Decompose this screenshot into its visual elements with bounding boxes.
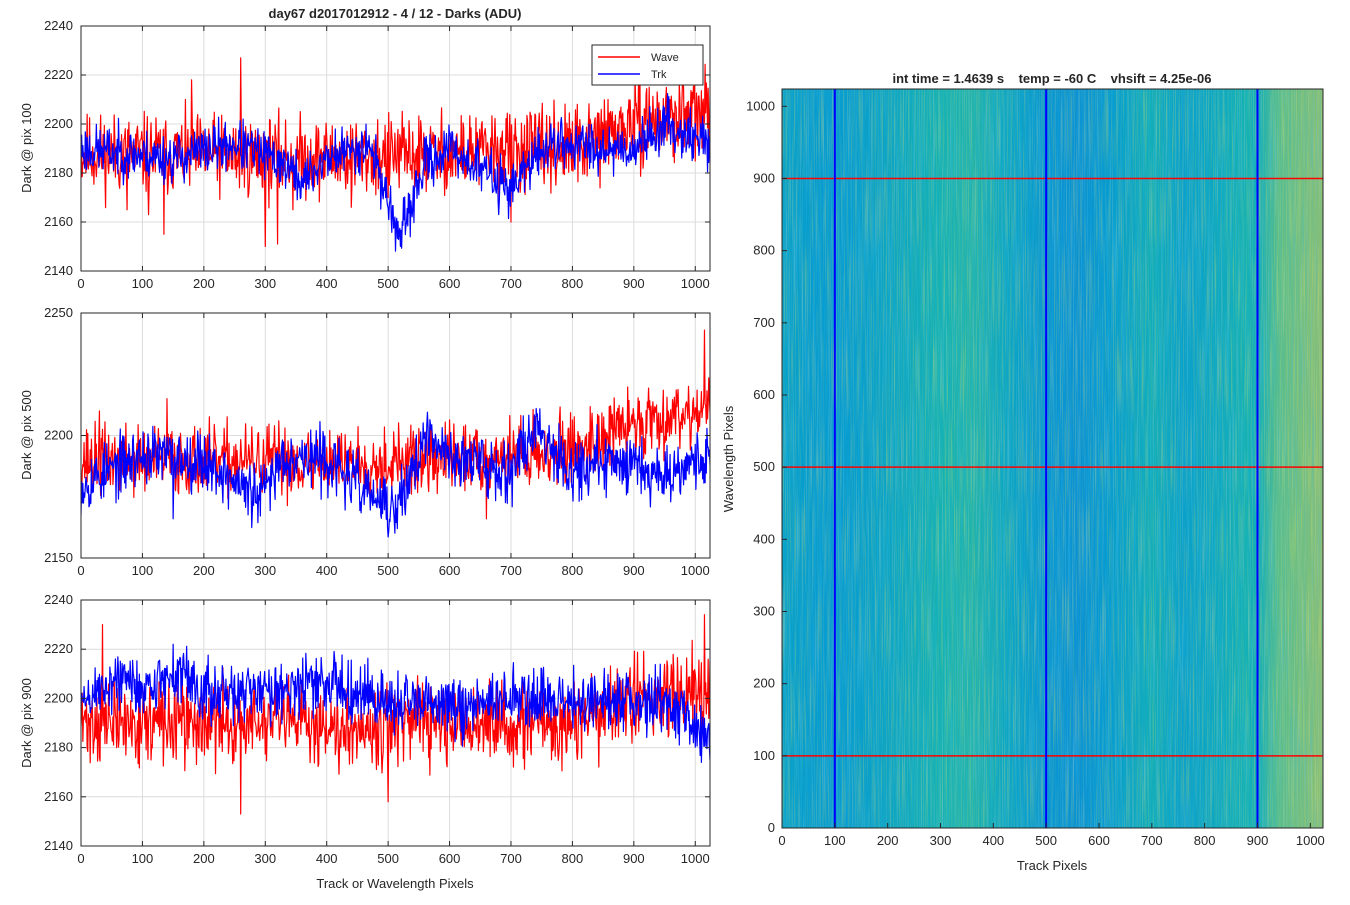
x-tick-label: 1000 bbox=[681, 276, 710, 291]
x-tick-label: 100 bbox=[132, 851, 154, 866]
x-tick-label: 900 bbox=[1247, 833, 1269, 848]
x-tick-label: 0 bbox=[77, 563, 84, 578]
x-tick-label: 900 bbox=[623, 851, 645, 866]
x-tick-label: 400 bbox=[316, 851, 338, 866]
x-axis-label: Track or Wavelength Pixels bbox=[316, 876, 474, 891]
x-tick-label: 0 bbox=[77, 851, 84, 866]
y-tick-label: 300 bbox=[753, 603, 775, 618]
x-tick-label: 1000 bbox=[681, 851, 710, 866]
x-tick-label: 600 bbox=[439, 563, 461, 578]
x-tick-label: 300 bbox=[254, 563, 276, 578]
heatmap-title: int time = 1.4639 s temp = -60 C vhsift … bbox=[892, 71, 1211, 86]
x-tick-label: 200 bbox=[193, 276, 215, 291]
y-tick-label: 2200 bbox=[44, 428, 73, 443]
series-line-trk bbox=[81, 407, 710, 538]
x-tick-label: 700 bbox=[500, 276, 522, 291]
series-line-wave bbox=[81, 57, 710, 248]
x-tick-label: 700 bbox=[500, 563, 522, 578]
x-tick-label: 500 bbox=[377, 276, 399, 291]
x-tick-label: 500 bbox=[1035, 833, 1057, 848]
x-tick-label: 100 bbox=[132, 563, 154, 578]
y-tick-label: 2150 bbox=[44, 550, 73, 565]
x-tick-label: 200 bbox=[877, 833, 899, 848]
y-tick-label: 2180 bbox=[44, 165, 73, 180]
x-tick-label: 500 bbox=[377, 851, 399, 866]
x-tick-label: 700 bbox=[1141, 833, 1163, 848]
x-tick-label: 500 bbox=[377, 563, 399, 578]
y-tick-label: 2240 bbox=[44, 592, 73, 607]
y-tick-label: 700 bbox=[753, 315, 775, 330]
x-tick-label: 300 bbox=[254, 851, 276, 866]
x-tick-label: 1000 bbox=[681, 563, 710, 578]
y-tick-label: 2180 bbox=[44, 740, 73, 755]
y-tick-label: 2220 bbox=[44, 67, 73, 82]
x-tick-label: 800 bbox=[562, 563, 584, 578]
x-tick-label: 300 bbox=[254, 276, 276, 291]
series-line-trk bbox=[81, 643, 710, 763]
y-tick-label: 500 bbox=[753, 459, 775, 474]
y-axis-label: Dark @ pix 900 bbox=[19, 678, 34, 768]
heatmap-x-axis-label: Track Pixels bbox=[1017, 858, 1088, 873]
y-tick-label: 900 bbox=[753, 170, 775, 185]
y-tick-label: 400 bbox=[753, 531, 775, 546]
series-line-wave bbox=[81, 614, 710, 815]
chart-title: day67 d2017012912 - 4 / 12 - Darks (ADU) bbox=[269, 6, 522, 21]
series-line-wave bbox=[81, 329, 710, 520]
y-tick-label: 800 bbox=[753, 243, 775, 258]
y-axis-label: Dark @ pix 100 bbox=[19, 103, 34, 193]
x-tick-label: 400 bbox=[316, 563, 338, 578]
y-tick-label: 2160 bbox=[44, 214, 73, 229]
x-tick-label: 1000 bbox=[1296, 833, 1325, 848]
x-tick-label: 400 bbox=[316, 276, 338, 291]
y-tick-label: 2220 bbox=[44, 641, 73, 656]
y-tick-label: 2140 bbox=[44, 838, 73, 853]
x-tick-label: 0 bbox=[77, 276, 84, 291]
y-tick-label: 600 bbox=[753, 387, 775, 402]
y-tick-label: 2240 bbox=[44, 18, 73, 33]
y-tick-label: 2200 bbox=[44, 116, 73, 131]
heatmap-chart: 0 100 200 300 400 500 600 700 800 900 1000 0 100 200 3… bbox=[721, 71, 1325, 873]
x-tick-label: 400 bbox=[982, 833, 1004, 848]
y-tick-label: 2250 bbox=[44, 305, 73, 320]
x-tick-label: 200 bbox=[193, 563, 215, 578]
x-tick-label: 600 bbox=[439, 851, 461, 866]
x-tick-label: 700 bbox=[500, 851, 522, 866]
legend: Wave Trk bbox=[591, 44, 704, 86]
y-tick-label: 100 bbox=[753, 748, 775, 763]
line-chart-pix-100: 0 100 200 300 400 500 600 700 800 900 1000 2140 2160… bbox=[19, 6, 711, 291]
x-tick-label: 100 bbox=[824, 833, 846, 848]
line-chart-pix-500: 0 100 200 300 400 500 600 700 800 900 1000 2150 2200… bbox=[19, 305, 711, 578]
x-tick-label: 300 bbox=[930, 833, 952, 848]
y-axis-label: Dark @ pix 500 bbox=[19, 390, 34, 480]
x-tick-label: 900 bbox=[623, 276, 645, 291]
x-tick-label: 600 bbox=[439, 276, 461, 291]
y-tick-label: 2200 bbox=[44, 690, 73, 705]
y-tick-label: 2160 bbox=[44, 789, 73, 804]
legend-label-wave: Wave bbox=[651, 52, 679, 64]
x-tick-label: 800 bbox=[562, 851, 584, 866]
y-tick-label: 1000 bbox=[746, 98, 775, 113]
x-tick-label: 800 bbox=[1194, 833, 1216, 848]
x-tick-label: 800 bbox=[562, 276, 584, 291]
heatmap-y-axis-label: Wavelength Pixels bbox=[721, 405, 736, 512]
x-tick-label: 200 bbox=[193, 851, 215, 866]
line-chart-pix-900: 0 100 200 300 400 500 600 700 800 900 1000 2140 2160… bbox=[19, 592, 711, 891]
series-line-trk bbox=[81, 93, 710, 252]
legend-label-trk: Trk bbox=[651, 69, 667, 81]
y-tick-label: 200 bbox=[753, 676, 775, 691]
x-tick-label: 100 bbox=[132, 276, 154, 291]
y-tick-label: 2140 bbox=[44, 263, 73, 278]
x-tick-label: 600 bbox=[1088, 833, 1110, 848]
y-tick-label: 0 bbox=[768, 820, 775, 835]
x-tick-label: 0 bbox=[778, 833, 785, 848]
x-tick-label: 900 bbox=[623, 563, 645, 578]
